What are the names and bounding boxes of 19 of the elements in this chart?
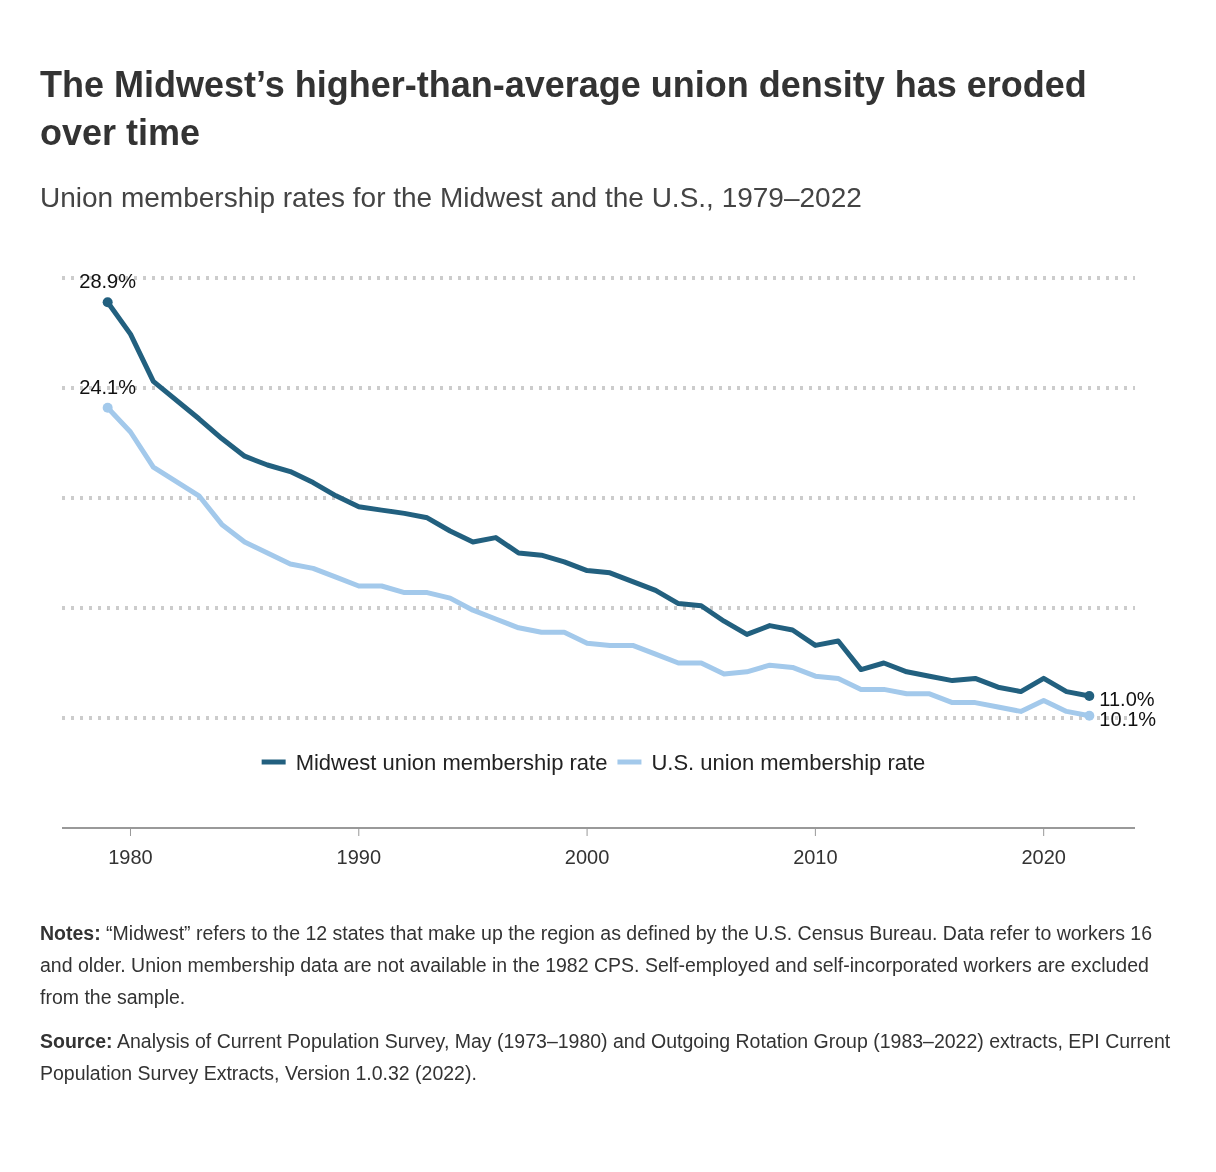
x-tick-label: 2000 (564, 846, 610, 868)
point (1084, 691, 1095, 701)
data-label: 10.1% (1099, 707, 1157, 730)
point (1084, 710, 1095, 721)
legend-label: U.S. union membership rate (651, 750, 926, 775)
source-note: Source: Analysis of Current Population Survey, May (1973–1980) and Outgoing Rotation Group (1983–2022) extracts, EPI Current Population Survey Extracts, Version 1.0.32 (2022). (40, 1030, 1171, 1084)
x-tick-label: 2010 (793, 846, 838, 868)
point (102, 402, 113, 413)
x-tick-label: 1990 (336, 846, 382, 868)
chart-title: The Midwest’s higher-than-average union density has eroded over time (40, 64, 1087, 153)
chart-subtitle: Union membership rates for the Midwest and the U.S., 1979–2022 (40, 182, 862, 213)
legend-label: Midwest union membership rate (295, 750, 608, 775)
data-label: 24.1% (79, 375, 137, 398)
text: Notes: “Midwest” refers to the 12 states that make up the region as defined by the U.S. Census Bureau. Data refer to workers 16 and older. Union membership data are not available in the 1982 CPS. Self-employed and self-incorporated workers are excluded from the sample. (40, 922, 1153, 1008)
x-tick-label: 2020 (1021, 846, 1066, 868)
point (102, 297, 113, 308)
data-label: 11.0% (1099, 688, 1155, 710)
x-tick-label: 1980 (108, 846, 153, 868)
data-label: 28.9% (79, 270, 137, 293)
